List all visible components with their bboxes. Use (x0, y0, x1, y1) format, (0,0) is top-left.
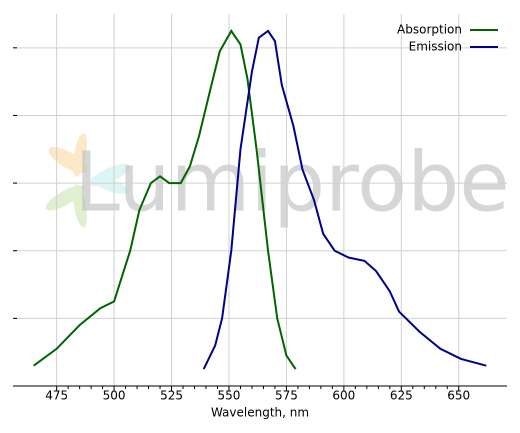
series-line (33, 29, 297, 370)
series-line (202, 29, 487, 370)
legend-label: Absorption (397, 23, 462, 37)
x-tick-label: 575 (275, 389, 298, 403)
legend-label: Emission (409, 40, 462, 54)
x-tick-label: 600 (332, 389, 355, 403)
x-tick-label: 525 (160, 389, 183, 403)
x-tick-label: 500 (103, 389, 126, 403)
logo (45, 133, 131, 228)
x-tick-label: 475 (45, 389, 68, 403)
x-tick-label: 625 (390, 389, 413, 403)
x-axis-label: Wavelength, nm (211, 406, 309, 420)
x-tick-label: 650 (447, 389, 470, 403)
x-tick-label: 550 (218, 389, 241, 403)
